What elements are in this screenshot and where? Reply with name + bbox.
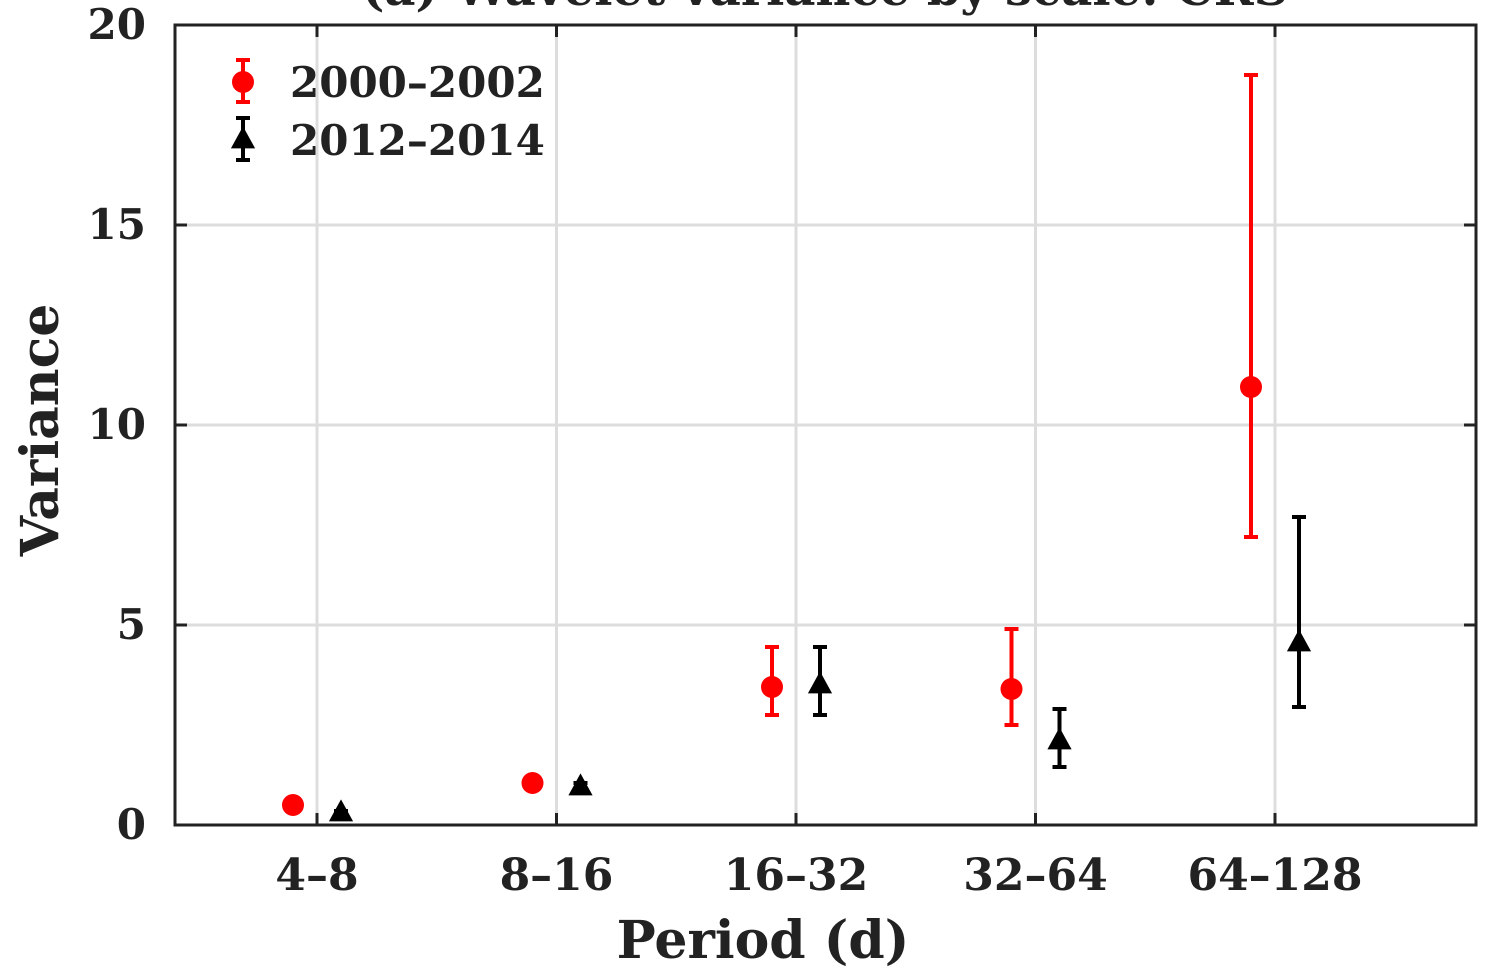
circle-marker bbox=[521, 772, 544, 794]
y-tick-label: 0 bbox=[117, 800, 146, 849]
y-tick-label: 10 bbox=[88, 400, 146, 449]
x-tick-label: 32–64 bbox=[963, 850, 1107, 901]
data-point bbox=[328, 799, 354, 822]
plot-frame bbox=[173, 23, 1478, 827]
legend-label: 2012–2014 bbox=[290, 116, 545, 165]
y-tick-labels: 0 5 10 15 20 bbox=[88, 0, 146, 849]
triangle-marker bbox=[230, 126, 256, 149]
y-axis-label: Variance bbox=[10, 304, 71, 558]
triangle-marker bbox=[328, 799, 354, 822]
triangle-marker bbox=[1286, 629, 1312, 652]
circle-marker bbox=[761, 676, 783, 698]
triangle-marker bbox=[807, 671, 833, 694]
data-point bbox=[568, 773, 593, 796]
circle-marker bbox=[1240, 376, 1262, 398]
legend-marker-triangle bbox=[230, 116, 256, 162]
legend-item-2000-2002: 2000–2002 bbox=[232, 58, 545, 107]
series-circle bbox=[282, 73, 1262, 816]
data-series bbox=[282, 73, 1312, 822]
y-tick-label: 15 bbox=[88, 200, 146, 249]
data-point bbox=[1000, 627, 1023, 727]
data-point bbox=[521, 772, 544, 794]
y-tick-label: 20 bbox=[88, 0, 146, 49]
data-point bbox=[761, 645, 783, 717]
legend: 2000–2002 2012–2014 bbox=[230, 58, 545, 165]
series-triangle bbox=[328, 515, 1312, 822]
x-axis-label: Period (d) bbox=[617, 910, 910, 969]
triangle-marker bbox=[568, 773, 593, 796]
x-tick-label: 4–8 bbox=[275, 850, 358, 901]
x-tick-label: 64–128 bbox=[1187, 850, 1362, 901]
legend-item-2012-2014: 2012–2014 bbox=[230, 116, 545, 165]
data-point bbox=[807, 645, 833, 717]
circle-marker bbox=[232, 71, 254, 93]
x-tick-label: 16–32 bbox=[724, 850, 868, 901]
y-tick-label: 5 bbox=[117, 600, 146, 649]
triangle-marker bbox=[1047, 727, 1072, 750]
data-point bbox=[1240, 73, 1262, 539]
x-tick-labels: 4–8 8–16 16–32 32–64 64–128 bbox=[275, 850, 1362, 901]
chart-title: (a) Wavelet variance by scale: CRS bbox=[362, 0, 1289, 17]
x-tick-label: 8–16 bbox=[500, 850, 614, 901]
circle-marker bbox=[1000, 678, 1023, 700]
circle-marker bbox=[282, 794, 304, 816]
data-point bbox=[1047, 707, 1072, 769]
data-point bbox=[282, 794, 304, 816]
data-point bbox=[1286, 515, 1312, 709]
legend-label: 2000–2002 bbox=[290, 58, 545, 107]
legend-marker-circle bbox=[232, 58, 254, 104]
